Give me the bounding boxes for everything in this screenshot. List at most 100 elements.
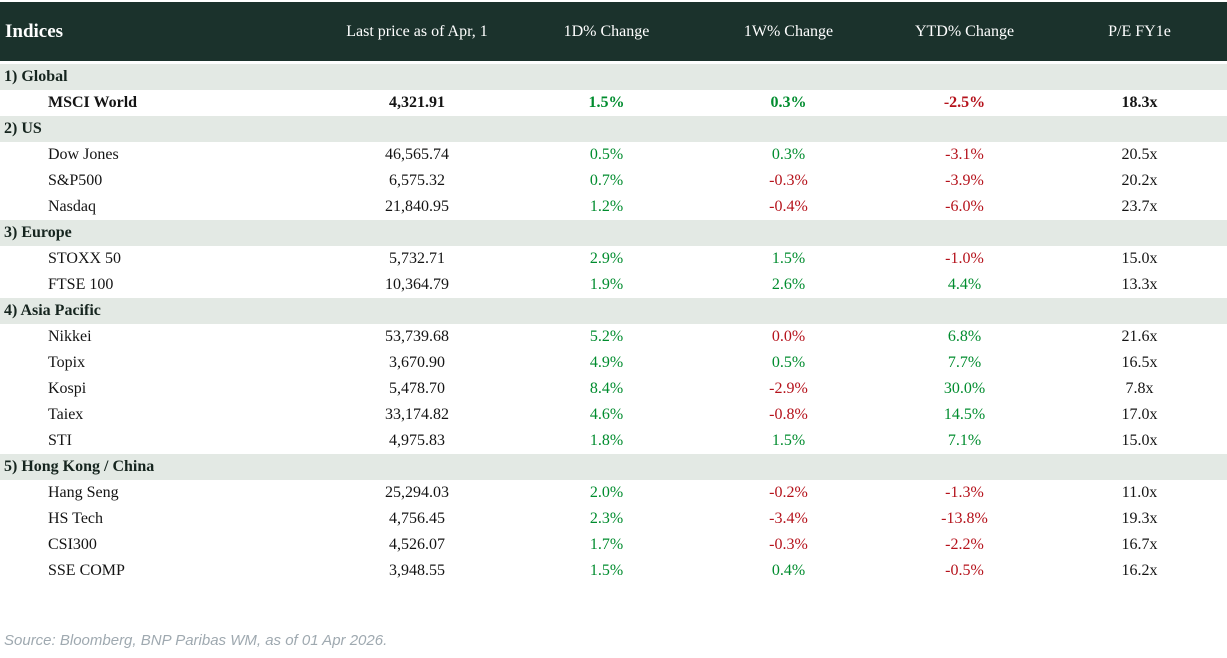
index-name: Taiex [48,406,84,423]
index-name: Dow Jones [48,146,119,163]
pe-value: 15.0x [1121,250,1158,267]
index-name: CSI300 [48,536,97,553]
column-header-last-price: Last price as of Apr, 1 [346,22,488,40]
table-row: Hang Seng 25,294.03 2.0% -0.2% -1.3% 11.… [0,480,1227,506]
change-cell: 4.6% [589,406,624,423]
change-cell: -2.2% [945,536,984,553]
column-header-1d-change: 1D% Change [563,22,650,40]
change-cell: 1.5% [771,432,806,449]
change-cell: -0.5% [945,562,984,579]
index-name: STI [48,432,72,449]
change-cell: 0.5% [589,146,624,163]
last-price: 53,739.68 [385,328,449,345]
index-name: SSE COMP [48,562,125,579]
pe-value: 19.3x [1121,510,1158,527]
last-price: 3,948.55 [389,562,445,579]
table-row: FTSE 100 10,364.79 1.9% 2.6% 4.4% 13.3x [0,272,1227,298]
change-cell: 0.7% [589,172,624,189]
last-price: 25,294.03 [385,484,449,501]
last-price: 4,975.83 [389,432,445,449]
table-row: Topix 3,670.90 4.9% 0.5% 7.7% 16.5x [0,350,1227,376]
last-price: 5,732.71 [389,250,445,267]
last-price: 33,174.82 [385,406,449,423]
pe-value: 7.8x [1125,380,1154,397]
pe-value: 20.2x [1121,172,1158,189]
change-cell: -0.3% [769,172,808,189]
section-row: 1) Global [0,64,1227,90]
change-cell: 2.3% [589,510,624,527]
table-row: MSCI World 4,321.91 1.5% 0.3% -2.5% 18.3… [0,90,1227,116]
index-name: Topix [48,354,86,371]
change-cell: 0.0% [771,328,806,345]
table-row: Taiex 33,174.82 4.6% -0.8% 14.5% 17.0x [0,402,1227,428]
table-row: Kospi 5,478.70 8.4% -2.9% 30.0% 7.8x [0,376,1227,402]
column-header-pe: P/E FY1e [1108,22,1171,40]
column-header-ytd-change: YTD% Change [914,22,1015,40]
change-cell: 6.8% [947,328,982,345]
table-row: HS Tech 4,756.45 2.3% -3.4% -13.8% 19.3x [0,506,1227,532]
change-cell: -0.8% [769,406,808,423]
table-body: 1) Global MSCI World 4,321.91 1.5% 0.3% … [0,64,1227,584]
pe-value: 20.5x [1121,146,1158,163]
last-price: 46,565.74 [385,146,449,163]
change-cell: 2.6% [771,276,806,293]
change-cell: -3.9% [945,172,984,189]
section-row: 5) Hong Kong / China [0,454,1227,480]
change-cell: -0.3% [769,536,808,553]
change-cell: 0.4% [771,562,806,579]
section-label: 2) US [4,120,42,137]
change-cell: 0.3% [770,94,807,111]
section-label: 5) Hong Kong / China [4,458,155,475]
source-note: Source: Bloomberg, BNP Paribas WM, as of… [4,632,388,649]
change-cell: -0.2% [769,484,808,501]
change-cell: 1.7% [589,536,624,553]
section-label: 3) Europe [4,224,72,241]
change-cell: -6.0% [945,198,984,215]
change-cell: -2.5% [943,94,986,111]
change-cell: -1.3% [945,484,984,501]
change-cell: 14.5% [943,406,986,423]
change-cell: 1.9% [589,276,624,293]
pe-value: 13.3x [1121,276,1158,293]
pe-value: 23.7x [1121,198,1158,215]
pe-value: 21.6x [1121,328,1158,345]
last-price: 4,756.45 [389,510,445,527]
table-row: Dow Jones 46,565.74 0.5% 0.3% -3.1% 20.5… [0,142,1227,168]
index-name: HS Tech [48,510,104,527]
change-cell: 4.4% [947,276,982,293]
table-row: Nasdaq 21,840.95 1.2% -0.4% -6.0% 23.7x [0,194,1227,220]
last-price: 10,364.79 [385,276,449,293]
last-price: 21,840.95 [385,198,449,215]
table-header-row: Indices Last price as of Apr, 1 1D% Chan… [0,2,1227,64]
pe-value: 18.3x [1121,94,1158,111]
change-cell: -1.0% [945,250,984,267]
table-title: Indices [5,20,64,42]
last-price: 5,478.70 [389,380,445,397]
pe-value: 16.5x [1121,354,1158,371]
pe-value: 16.2x [1121,562,1158,579]
section-row: 4) Asia Pacific [0,298,1227,324]
table-row: SSE COMP 3,948.55 1.5% 0.4% -0.5% 16.2x [0,558,1227,584]
index-name: Nasdaq [48,198,96,215]
pe-value: 17.0x [1121,406,1158,423]
change-cell: 8.4% [589,380,624,397]
table-row: STI 4,975.83 1.8% 1.5% 7.1% 15.0x [0,428,1227,454]
table-row: CSI300 4,526.07 1.7% -0.3% -2.2% 16.7x [0,532,1227,558]
change-cell: -0.4% [769,198,808,215]
change-cell: 1.8% [589,432,624,449]
section-label: 1) Global [4,68,68,85]
last-price: 6,575.32 [389,172,445,189]
change-cell: 1.2% [589,198,624,215]
last-price: 4,526.07 [389,536,445,553]
table-row: STOXX 50 5,732.71 2.9% 1.5% -1.0% 15.0x [0,246,1227,272]
change-cell: 30.0% [943,380,986,397]
index-name: Hang Seng [48,484,119,501]
index-name: Kospi [48,380,87,397]
change-cell: 4.9% [589,354,624,371]
change-cell: 7.1% [947,432,982,449]
change-cell: 2.0% [589,484,624,501]
index-name: S&P500 [48,172,103,189]
change-cell: 1.5% [771,250,806,267]
change-cell: 0.5% [771,354,806,371]
